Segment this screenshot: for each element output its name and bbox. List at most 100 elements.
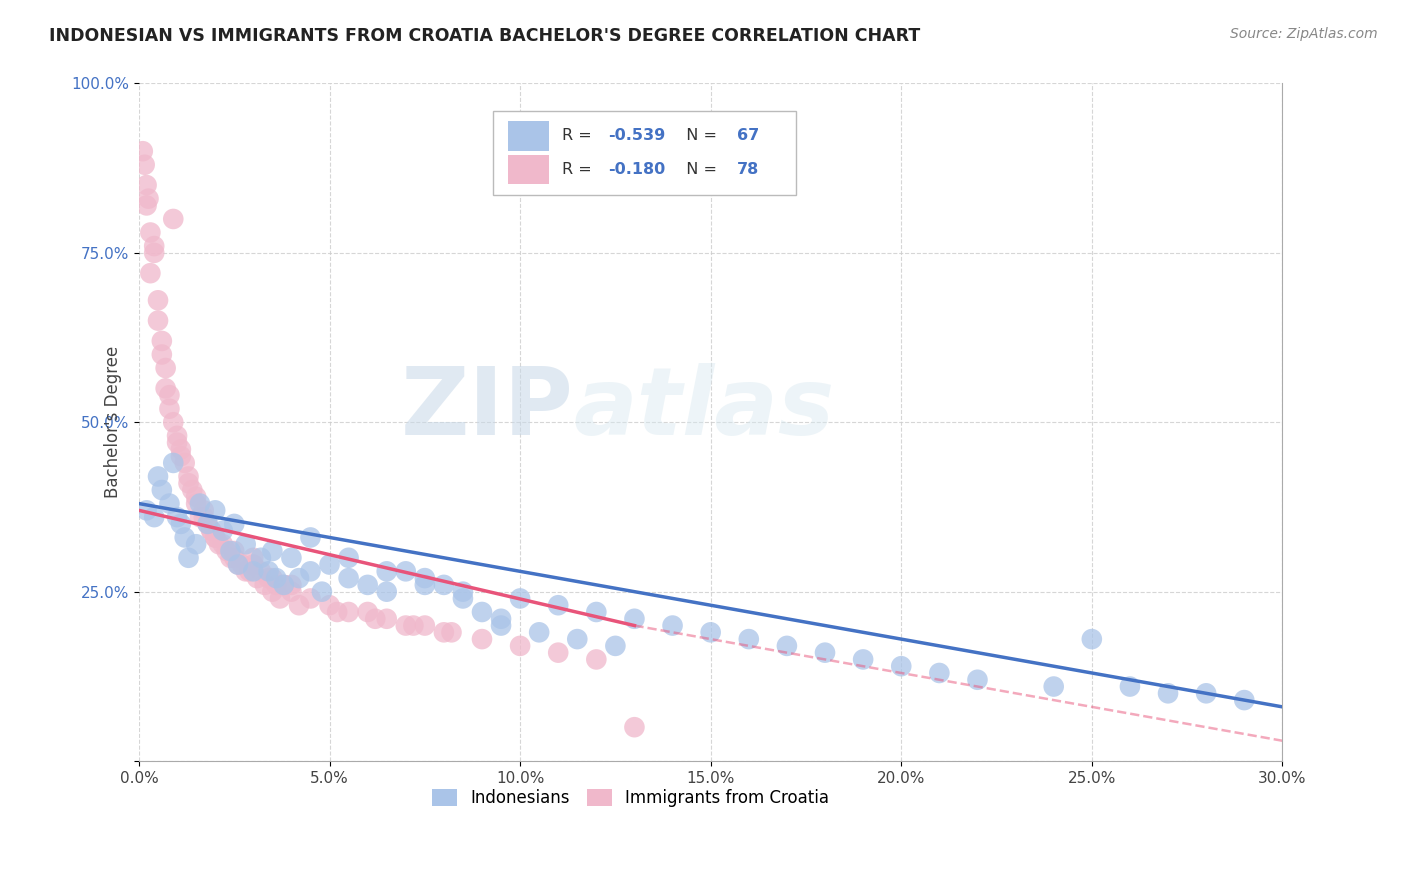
Point (585, 652, 607, 666)
Point (413, 578, 436, 592)
Point (226, 558, 249, 572)
Point (337, 550, 360, 565)
Point (433, 625, 456, 640)
Point (132, 145, 155, 159)
Point (242, 550, 264, 565)
Point (166, 510, 188, 524)
Point (188, 510, 211, 524)
Point (273, 578, 295, 592)
Point (1081, 632, 1104, 646)
Point (264, 571, 287, 585)
Point (143, 245, 166, 260)
Point (211, 524, 233, 538)
Point (197, 516, 219, 531)
Point (173, 531, 195, 545)
Text: R =: R = (562, 128, 598, 143)
Point (170, 442, 193, 457)
Text: N =: N = (676, 162, 723, 177)
Point (364, 612, 387, 626)
Point (280, 578, 302, 592)
Point (356, 578, 378, 592)
Point (197, 516, 219, 531)
Point (299, 591, 322, 606)
Point (134, 158, 156, 172)
FancyBboxPatch shape (509, 154, 550, 185)
Point (219, 544, 242, 558)
Point (204, 531, 226, 545)
Point (273, 578, 295, 592)
Point (224, 544, 246, 558)
Point (200, 524, 222, 538)
FancyBboxPatch shape (509, 120, 550, 151)
Legend: Indonesians, Immigrants from Croatia: Indonesians, Immigrants from Croatia (426, 782, 835, 814)
Point (262, 584, 284, 599)
Point (299, 565, 322, 579)
Point (173, 456, 195, 470)
Text: N =: N = (676, 128, 723, 143)
Point (262, 544, 284, 558)
Y-axis label: Bachelor's Degree: Bachelor's Degree (104, 346, 122, 499)
Point (318, 598, 340, 612)
Point (242, 558, 264, 572)
Point (139, 266, 162, 280)
Text: 67: 67 (737, 128, 759, 143)
Point (208, 537, 231, 551)
Point (269, 591, 291, 606)
Point (184, 490, 207, 504)
Point (224, 550, 246, 565)
Point (814, 646, 837, 660)
Point (238, 565, 260, 579)
Point (150, 347, 173, 361)
Text: atlas: atlas (574, 363, 835, 455)
Point (166, 429, 188, 443)
Point (177, 476, 200, 491)
Point (375, 565, 398, 579)
Point (155, 381, 177, 395)
Point (200, 524, 222, 538)
Point (257, 571, 280, 585)
Point (231, 558, 253, 572)
Point (139, 226, 162, 240)
Point (177, 550, 200, 565)
Point (146, 313, 169, 327)
Point (155, 361, 177, 376)
Point (489, 612, 512, 626)
Point (215, 544, 238, 558)
Point (356, 605, 378, 619)
Point (890, 659, 912, 673)
Point (299, 531, 322, 545)
Point (375, 584, 398, 599)
Point (181, 483, 204, 497)
Point (150, 334, 173, 348)
Point (146, 469, 169, 483)
Point (1157, 686, 1180, 700)
Text: ZIP: ZIP (401, 363, 574, 455)
Text: INDONESIAN VS IMMIGRANTS FROM CROATIA BACHELOR'S DEGREE CORRELATION CHART: INDONESIAN VS IMMIGRANTS FROM CROATIA BA… (49, 27, 921, 45)
Point (451, 584, 474, 599)
Point (776, 639, 799, 653)
Text: 78: 78 (737, 162, 759, 177)
Point (193, 510, 215, 524)
Point (318, 558, 340, 572)
Point (509, 639, 531, 653)
Point (184, 497, 207, 511)
Point (204, 503, 226, 517)
Point (527, 625, 550, 640)
Point (337, 571, 360, 585)
Point (143, 510, 166, 524)
Point (1119, 680, 1142, 694)
Point (567, 632, 589, 646)
Point (471, 632, 494, 646)
Point (451, 591, 474, 606)
Point (262, 571, 284, 585)
Point (242, 565, 264, 579)
Text: Source: ZipAtlas.com: Source: ZipAtlas.com (1230, 27, 1378, 41)
Text: R =: R = (562, 162, 598, 177)
Point (928, 665, 950, 680)
Point (193, 503, 215, 517)
Point (162, 415, 184, 429)
Point (738, 632, 761, 646)
Point (226, 558, 249, 572)
Point (219, 550, 242, 565)
Point (699, 625, 721, 640)
